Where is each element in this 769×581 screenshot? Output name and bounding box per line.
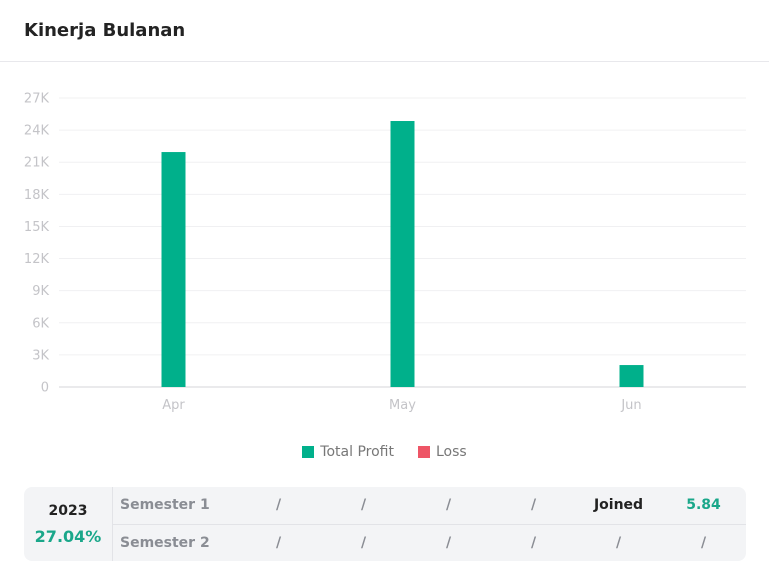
semester-cell: / [700, 534, 707, 551]
semester-cell: / [275, 534, 282, 551]
x-tick-label: Jun [620, 398, 641, 413]
y-tick-label: 3K [32, 348, 49, 363]
y-tick-label: 15K [24, 220, 50, 235]
y-tick-label: 24K [24, 124, 50, 139]
y-tick-label: 9K [32, 284, 49, 299]
y-tick-label: 18K [24, 188, 50, 203]
semester-rows: Semester 1 / / / / Joined 5.84 Semester … [113, 487, 746, 561]
x-tick-label: Apr [162, 398, 185, 413]
semester-row-1: Semester 1 / / / / Joined 5.84 [113, 487, 746, 524]
x-tick-label: May [389, 398, 416, 413]
bar-total-profit-jun[interactable] [619, 365, 644, 387]
card-header: Kinerja Bulanan [0, 0, 769, 62]
semester-cell: / [445, 534, 452, 551]
y-tick-label: 21K [24, 156, 50, 171]
legend-swatch-total-profit [302, 446, 315, 458]
semester-cell: / [360, 497, 367, 514]
year-summary: 2023 27.04% [24, 487, 113, 561]
semester-label: Semester 2 [120, 534, 210, 551]
y-tick-label: 27K [24, 92, 50, 107]
y-tick-label: 12K [24, 252, 50, 267]
y-tick-label: 0 [41, 381, 49, 396]
y-tick-label: 6K [32, 316, 49, 331]
year-label: 2023 [48, 502, 88, 519]
card-title: Kinerja Bulanan [24, 20, 186, 41]
legend-item-total-profit[interactable]: Total Profit [302, 444, 394, 460]
semester-cell: / [530, 497, 537, 514]
joined-label: Joined [593, 497, 644, 514]
semester-label: Semester 1 [120, 497, 210, 514]
legend-label-loss: Loss [435, 444, 467, 460]
summary-table: 2023 27.04% Semester 1 / / / / Joined 5.… [24, 487, 746, 561]
semester-row-2: Semester 2 / / / / / / [113, 523, 746, 562]
semester-cell: / [530, 534, 537, 551]
chart-legend: Total Profit Loss [0, 444, 769, 460]
semester-cell: / [445, 497, 452, 514]
legend-swatch-loss [417, 446, 430, 458]
semester-cell: / [360, 534, 367, 551]
joined-value: 5.84 [686, 497, 721, 514]
semester-cell: / [275, 497, 282, 514]
bar-chart: 0 3K 6K 9K 12K 15K 18K 21K 24K 27K Apr May Jun [24, 92, 746, 413]
legend-item-loss[interactable]: Loss [417, 444, 467, 460]
bar-total-profit-apr[interactable] [161, 152, 186, 387]
year-percent: 27.04% [34, 526, 102, 546]
legend-label-total-profit: Total Profit [320, 444, 394, 460]
semester-cell: / [615, 534, 622, 551]
bar-total-profit-may[interactable] [390, 121, 415, 387]
